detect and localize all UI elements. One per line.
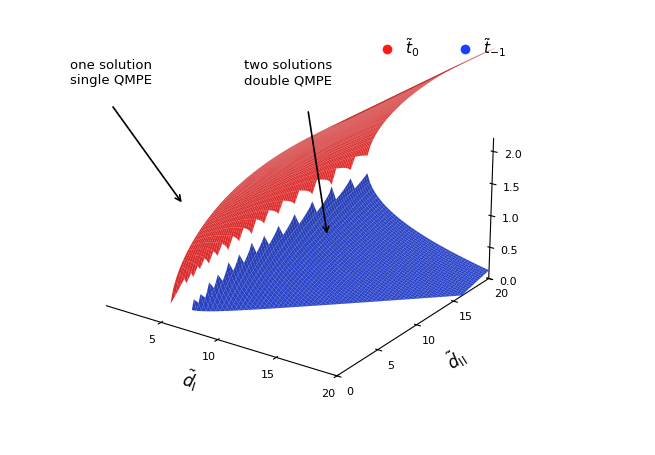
X-axis label: $\tilde{d}_{\mathrm{I}}$: $\tilde{d}_{\mathrm{I}}$ bbox=[179, 365, 200, 394]
Text: one solution
single QMPE: one solution single QMPE bbox=[70, 59, 153, 87]
Y-axis label: $\tilde{d}_{\mathrm{II}}$: $\tilde{d}_{\mathrm{II}}$ bbox=[441, 344, 470, 375]
Legend: $\tilde{t}_0$, $\tilde{t}_{-1}$: $\tilde{t}_0$, $\tilde{t}_{-1}$ bbox=[365, 30, 512, 65]
Text: two solutions
double QMPE: two solutions double QMPE bbox=[244, 59, 332, 87]
